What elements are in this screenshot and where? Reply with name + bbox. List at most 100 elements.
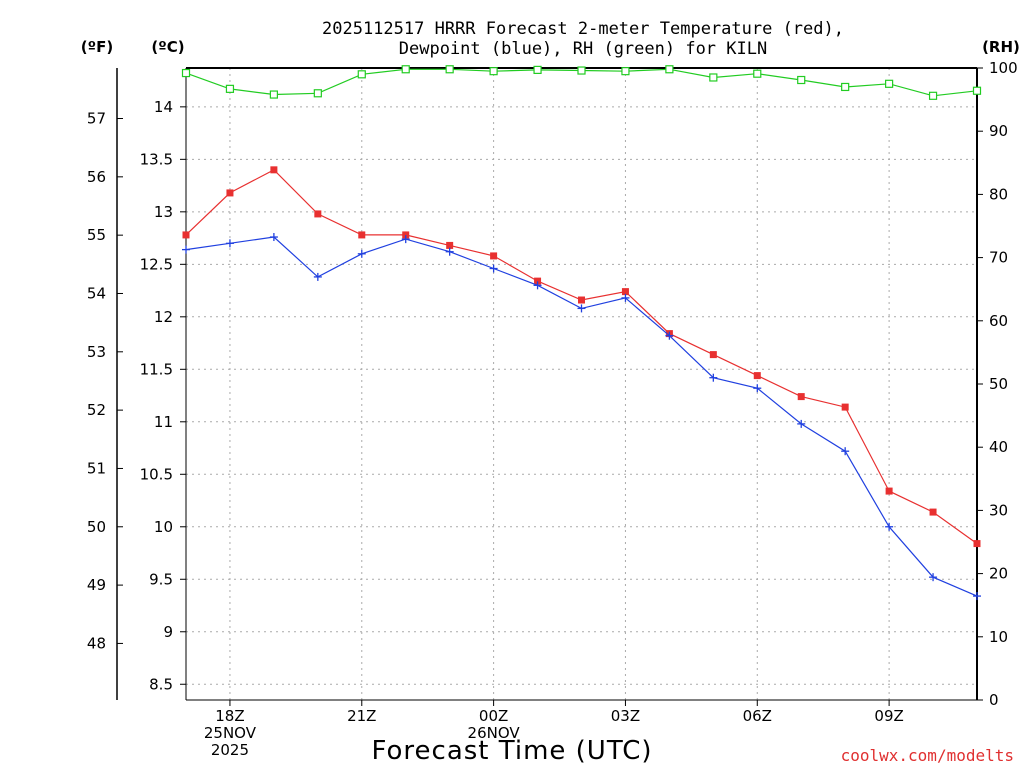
temperature-point bbox=[841, 403, 849, 411]
fahrenheit-tick-label: 55 bbox=[87, 226, 106, 244]
dewpoint-point bbox=[182, 245, 190, 254]
temperature-point bbox=[973, 540, 981, 548]
credit-label: coolwx.com/modelts bbox=[841, 746, 1014, 765]
dewpoint-point bbox=[929, 573, 938, 582]
rh-point bbox=[972, 86, 982, 95]
temperature-point bbox=[621, 288, 629, 296]
series-temperature bbox=[182, 166, 981, 548]
x-tick-label: 00Z bbox=[479, 707, 508, 725]
fahrenheit-tick-label: 54 bbox=[87, 284, 106, 302]
dewpoint-point bbox=[753, 384, 762, 393]
dewpoint-point bbox=[841, 447, 850, 456]
rh-tick-label: 20 bbox=[989, 565, 1008, 583]
series-rh bbox=[181, 65, 982, 100]
temperature-point bbox=[929, 508, 937, 516]
celsius-tick-label: 13 bbox=[154, 203, 173, 221]
rh-point bbox=[489, 67, 498, 76]
temperature-point bbox=[402, 231, 410, 239]
rh-point bbox=[709, 73, 718, 82]
temperature-point bbox=[314, 210, 322, 218]
temperature-line bbox=[185, 169, 978, 545]
axes bbox=[116, 67, 983, 706]
dewpoint-point bbox=[973, 592, 981, 601]
rh-point bbox=[225, 84, 235, 93]
chart-title-line2: Dewpoint (blue), RH (green) for KILN bbox=[399, 39, 767, 59]
temperature-point bbox=[358, 231, 366, 239]
celsius-tick-label: 9 bbox=[163, 623, 173, 641]
dewpoint-point bbox=[885, 522, 894, 531]
fahrenheit-tick-label: 49 bbox=[87, 576, 106, 594]
fahrenheit-tick-label: 48 bbox=[87, 634, 106, 652]
rh-point bbox=[577, 66, 586, 75]
rh-unit-label: (RH) bbox=[982, 38, 1020, 56]
rh-point bbox=[665, 65, 674, 74]
temperature-point bbox=[446, 241, 454, 249]
dewpoint-point bbox=[577, 304, 586, 313]
dewpoint-point bbox=[709, 373, 718, 382]
x-tick-label: 2025 bbox=[211, 741, 249, 759]
celsius-tick-label: 11.5 bbox=[140, 360, 173, 378]
temperature-point bbox=[226, 189, 234, 197]
celsius-tick-label: 12.5 bbox=[140, 255, 173, 273]
tick-labels: 8.5 9 9.5 10 10.5 11 11.5 12 12.5 13 13.5 14 48 49 50 5… bbox=[87, 59, 1018, 759]
celsius-tick-label: 13.5 bbox=[140, 150, 173, 168]
series-dewpoint bbox=[182, 233, 981, 601]
dewpoint-point bbox=[313, 272, 322, 281]
rh-point bbox=[533, 65, 542, 74]
rh-tick-label: 30 bbox=[989, 501, 1008, 519]
rh-point bbox=[841, 82, 850, 92]
celsius-tick-label: 9.5 bbox=[149, 570, 173, 588]
x-tick-label: 18Z bbox=[215, 707, 244, 725]
dewpoint-point bbox=[665, 331, 674, 340]
fahrenheit-tick-label: 57 bbox=[87, 110, 106, 128]
plot-series bbox=[181, 65, 982, 601]
rh-point bbox=[753, 69, 762, 78]
x-tick-label: 21Z bbox=[347, 707, 376, 725]
dewpoint-line bbox=[185, 236, 978, 597]
rh-point bbox=[885, 79, 894, 88]
rh-point bbox=[181, 68, 191, 78]
rh-point bbox=[797, 75, 806, 85]
dewpoint-point bbox=[621, 293, 630, 302]
rh-tick-label: 40 bbox=[989, 438, 1008, 456]
rh-tick-label: 90 bbox=[989, 122, 1008, 140]
dewpoint-point bbox=[269, 233, 278, 242]
grid-lines bbox=[186, 68, 977, 700]
rh-tick-label: 80 bbox=[989, 185, 1008, 203]
rh-point bbox=[621, 67, 630, 76]
celsius-unit-label: (ºC) bbox=[151, 38, 184, 56]
rh-tick-label: 50 bbox=[989, 375, 1008, 393]
celsius-tick-label: 8.5 bbox=[149, 675, 173, 693]
x-axis-label: Forecast Time (UTC) bbox=[371, 736, 652, 766]
x-tick-label: 03Z bbox=[611, 707, 640, 725]
temperature-point bbox=[709, 351, 717, 359]
rh-tick-label: 60 bbox=[989, 312, 1008, 330]
celsius-tick-label: 12 bbox=[154, 308, 173, 326]
celsius-tick-label: 10.5 bbox=[140, 465, 173, 483]
x-tick-label: 26NOV bbox=[468, 724, 521, 742]
celsius-tick-label: 10 bbox=[154, 518, 173, 536]
rh-tick-label: 0 bbox=[989, 691, 999, 709]
rh-point bbox=[357, 70, 366, 79]
dewpoint-point bbox=[489, 264, 498, 273]
x-tick-label: 06Z bbox=[743, 707, 772, 725]
dewpoint-point bbox=[401, 235, 410, 244]
temperature-point bbox=[753, 372, 761, 380]
fahrenheit-tick-label: 50 bbox=[87, 518, 106, 536]
dewpoint-point bbox=[445, 247, 454, 256]
celsius-tick-label: 11 bbox=[154, 413, 173, 431]
dewpoint-point bbox=[797, 419, 806, 428]
temperature-point bbox=[797, 393, 805, 401]
fahrenheit-tick-label: 53 bbox=[87, 343, 106, 361]
rh-point bbox=[401, 65, 410, 74]
dewpoint-point bbox=[225, 239, 234, 248]
rh-tick-label: 10 bbox=[989, 628, 1008, 646]
rh-point bbox=[445, 65, 454, 74]
rh-tick-label: 70 bbox=[989, 249, 1008, 267]
fahrenheit-tick-label: 51 bbox=[87, 459, 106, 477]
dewpoint-point bbox=[533, 281, 542, 290]
rh-tick-label: 100 bbox=[989, 59, 1018, 77]
fahrenheit-tick-label: 56 bbox=[87, 168, 106, 186]
dewpoint-point bbox=[357, 249, 366, 258]
